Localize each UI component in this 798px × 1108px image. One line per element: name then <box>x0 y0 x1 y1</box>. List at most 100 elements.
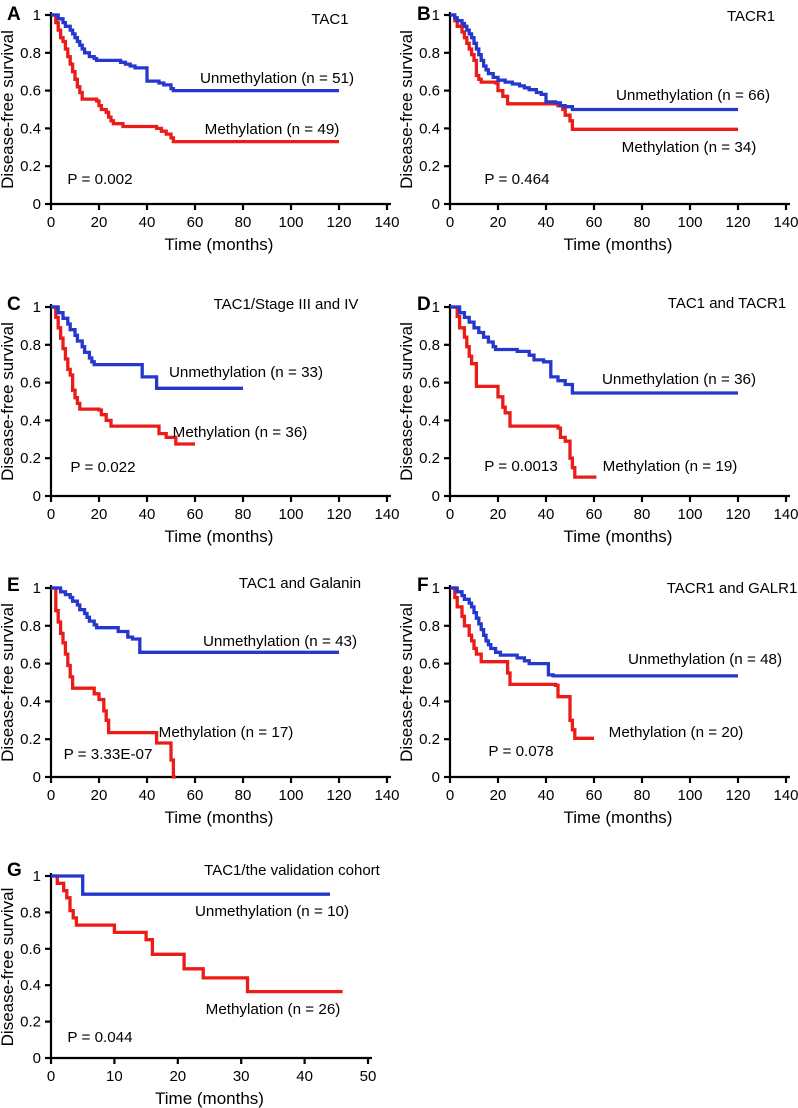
y-tick-label: 1 <box>432 7 440 24</box>
p-value-label: P = 3.33E-07 <box>64 746 153 763</box>
series-label-methylation: Methylation (n = 49) <box>205 121 340 138</box>
panel-title: TAC1 <box>311 11 348 28</box>
x-tick-label: 120 <box>725 214 750 231</box>
x-tick-label: 40 <box>538 214 555 231</box>
y-tick-label: 0.4 <box>20 412 41 429</box>
y-tick-label: 0 <box>33 1050 41 1067</box>
panel-letter: A <box>7 4 21 25</box>
x-tick-label: 60 <box>586 787 603 804</box>
y-tick-label: 0.8 <box>419 45 440 62</box>
y-tick-label: 0.4 <box>419 412 440 429</box>
survival-chart-b: B 0 0.2 0.4 0.6 0.8 1 0 20 40 60 80 100 120 140 Time (m… <box>397 4 798 254</box>
curve-unmethylation <box>450 13 738 112</box>
x-tick-label: 10 <box>106 1068 123 1085</box>
x-tick-label: 80 <box>634 506 651 523</box>
x-tick-label: 60 <box>187 787 204 804</box>
series-label-methylation: Methylation (n = 26) <box>206 1001 341 1018</box>
x-tick-label: 100 <box>278 214 303 231</box>
x-axis-title: Time (months) <box>165 808 274 827</box>
x-axis-title: Time (months) <box>564 808 673 827</box>
y-tick-label: 0.6 <box>419 375 440 392</box>
y-tick-label: 0 <box>33 488 41 505</box>
survival-chart-f: F 0 0.2 0.4 0.6 0.8 1 0 20 40 60 80 100 120 140 Time (m… <box>397 575 798 827</box>
panel-a: A 0 0.2 0.4 0.6 0.8 1 0 20 40 60 80 100 120 140 Time (m… <box>0 0 400 262</box>
y-tick-label: 0 <box>432 488 440 505</box>
series-label-methylation: Methylation (n = 34) <box>622 139 757 156</box>
x-tick-label: 120 <box>725 787 750 804</box>
x-tick-label: 120 <box>326 787 351 804</box>
series-label-methylation: Methylation (n = 36) <box>173 424 308 441</box>
curve-unmethylation <box>51 874 330 896</box>
y-tick-label: 0.8 <box>20 618 41 635</box>
x-tick-label: 140 <box>773 506 798 523</box>
x-tick-label: 60 <box>187 214 204 231</box>
x-axis-title: Time (months) <box>165 527 274 546</box>
y-tick-label: 0.8 <box>20 45 41 62</box>
x-tick-label: 0 <box>446 506 454 523</box>
x-tick-label: 20 <box>490 787 507 804</box>
y-axis-title: Disease-free survival <box>397 30 416 189</box>
y-tick-label: 0.8 <box>419 618 440 635</box>
y-tick-label: 0.2 <box>20 158 41 175</box>
x-tick-label: 80 <box>235 506 252 523</box>
x-tick-label: 0 <box>47 506 55 523</box>
x-tick-label: 0 <box>47 1068 55 1085</box>
y-tick-label: 1 <box>33 868 41 885</box>
y-tick-label: 0 <box>432 196 440 213</box>
y-tick-label: 0.8 <box>20 904 41 921</box>
y-tick-label: 0.2 <box>20 731 41 748</box>
y-axis-title: Disease-free survival <box>0 30 17 189</box>
y-tick-label: 0.6 <box>20 375 41 392</box>
x-tick-label: 100 <box>677 214 702 231</box>
y-tick-label: 0.2 <box>419 450 440 467</box>
x-tick-label: 0 <box>446 787 454 804</box>
panel-title: TACR1 and GALR1 <box>667 580 798 597</box>
x-tick-label: 0 <box>47 214 55 231</box>
curve-unmethylation <box>450 586 738 678</box>
survival-chart-c: C 0 0.2 0.4 0.6 0.8 1 0 20 40 60 80 100 120 140 Time (m… <box>0 294 400 546</box>
y-axis-title: Disease-free survival <box>397 322 416 481</box>
x-tick-label: 20 <box>91 506 108 523</box>
y-tick-label: 0 <box>432 769 440 786</box>
x-axis-title: Time (months) <box>564 527 673 546</box>
curve-methylation <box>51 586 176 779</box>
series-label-unmethylation: Unmethylation (n = 36) <box>602 371 756 388</box>
panel-letter: G <box>7 860 22 881</box>
x-tick-label: 20 <box>490 506 507 523</box>
curve-methylation <box>450 586 594 740</box>
y-tick-label: 0 <box>33 769 41 786</box>
y-tick-label: 0.2 <box>20 450 41 467</box>
x-tick-label: 20 <box>91 214 108 231</box>
y-tick-label: 0 <box>33 196 41 213</box>
x-tick-label: 100 <box>677 787 702 804</box>
x-tick-label: 20 <box>169 1068 186 1085</box>
x-axis-title: Time (months) <box>155 1089 264 1108</box>
survival-chart-a: A 0 0.2 0.4 0.6 0.8 1 0 20 40 60 80 100 120 140 Time (m… <box>0 4 400 254</box>
series-label-unmethylation: Unmethylation (n = 10) <box>195 903 349 920</box>
x-tick-label: 50 <box>360 1068 377 1085</box>
x-tick-label: 140 <box>773 214 798 231</box>
x-tick-label: 20 <box>91 787 108 804</box>
p-value-label: P = 0.0013 <box>484 458 558 475</box>
y-tick-label: 0.4 <box>419 120 440 137</box>
panel-c: C 0 0.2 0.4 0.6 0.8 1 0 20 40 60 80 100 120 140 Time (m… <box>0 292 400 552</box>
panel-letter: B <box>417 4 431 25</box>
curve-methylation <box>51 13 339 144</box>
x-tick-label: 80 <box>235 214 252 231</box>
y-tick-label: 0.6 <box>419 83 440 100</box>
y-axis-title: Disease-free survival <box>0 888 17 1047</box>
series-label-methylation: Methylation (n = 17) <box>159 724 294 741</box>
x-tick-label: 80 <box>235 787 252 804</box>
x-tick-label: 0 <box>446 214 454 231</box>
panel-f: F 0 0.2 0.4 0.6 0.8 1 0 20 40 60 80 100 120 140 Time (m… <box>397 573 798 833</box>
x-tick-label: 140 <box>374 787 399 804</box>
y-tick-label: 1 <box>33 299 41 316</box>
panel-title: TAC1 and TACR1 <box>668 295 786 312</box>
series-label-unmethylation: Unmethylation (n = 48) <box>628 651 782 668</box>
y-tick-label: 0.2 <box>419 158 440 175</box>
panel-title: TACR1 <box>727 8 775 25</box>
panel-e: E 0 0.2 0.4 0.6 0.8 1 0 20 40 60 80 100 120 140 Time (m… <box>0 573 400 833</box>
p-value-label: P = 0.002 <box>67 171 132 188</box>
